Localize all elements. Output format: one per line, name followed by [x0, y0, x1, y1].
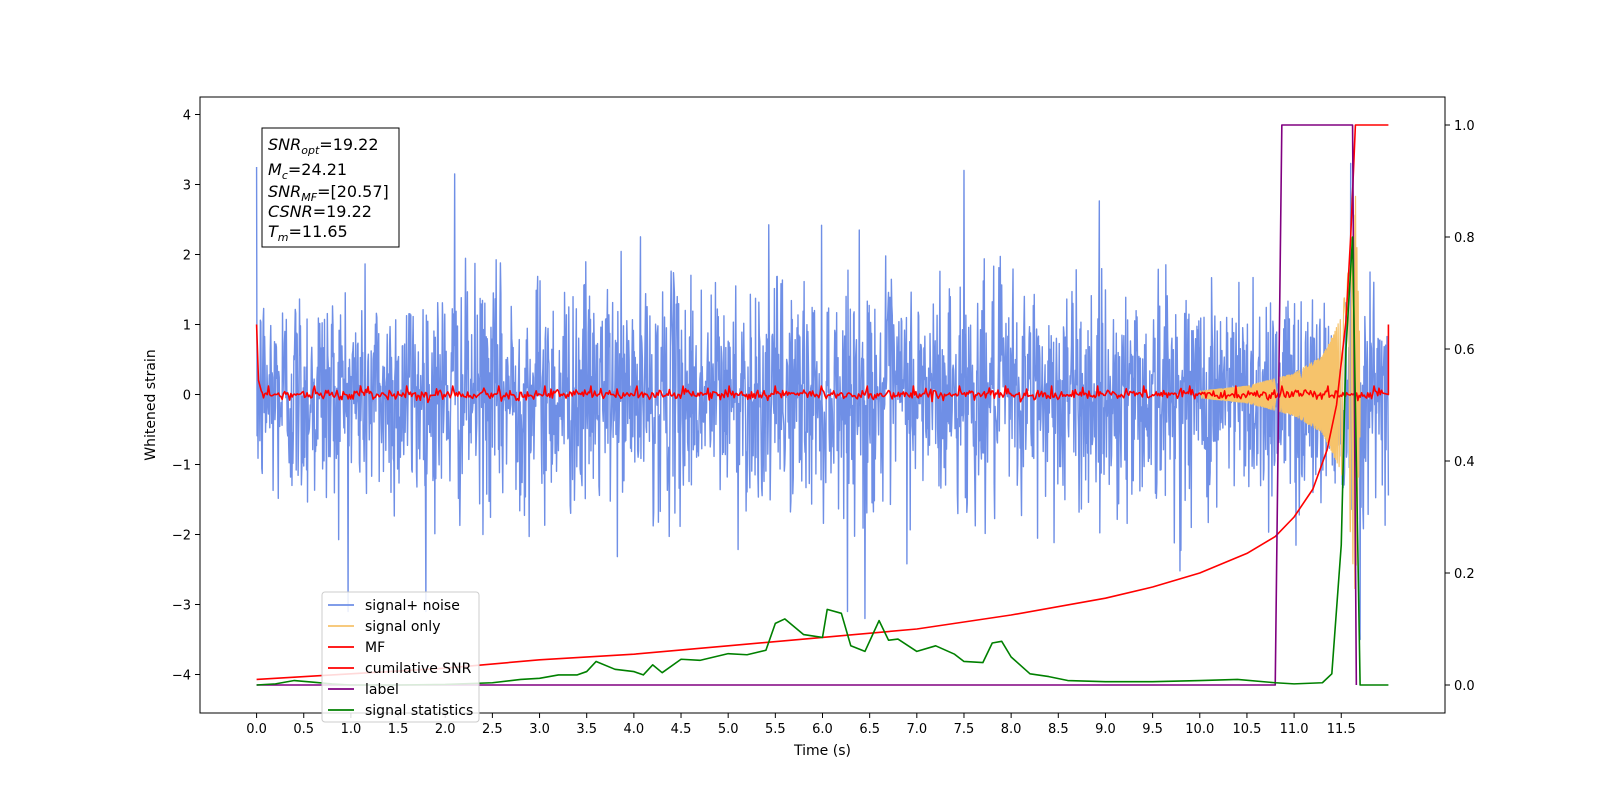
y2-tick-label: 0.0	[1454, 679, 1475, 694]
snr-mf-subscript: MF	[301, 191, 317, 204]
csnr-value: =19.22	[313, 202, 372, 221]
x-axis: 0.0 0.5 1.0 1.5 2.0 2.5 3.0 3.5 4.0 4.5 5.0 5.5 6.0 6…	[246, 713, 1356, 737]
x-tick-label: 5.5	[765, 722, 786, 737]
tm-value: =11.65	[289, 222, 348, 241]
tm-subscript: m	[278, 231, 289, 244]
plot-area	[255, 124, 1390, 686]
legend-entry-label: signal only	[365, 619, 440, 635]
mc-subscript: c	[282, 169, 288, 182]
y-tick-label: 4	[183, 109, 191, 124]
x-tick-label: 11.5	[1327, 722, 1356, 737]
snr-mf-value: =[20.57]	[317, 182, 389, 201]
x-tick-label: 4.5	[671, 722, 692, 737]
y-axis-right: 0.0 0.2 0.4 0.6 0.8 1.0	[1445, 119, 1475, 694]
snr-opt-value: =19.22	[319, 135, 378, 154]
x-tick-label: 1.0	[341, 722, 362, 737]
csnr-text: CSNR=19.22	[268, 202, 372, 221]
snr-opt-text: SNRopt=19.22	[268, 135, 379, 157]
legend-entry-label: MF	[365, 640, 385, 656]
y2-tick-label: 0.8	[1454, 231, 1475, 246]
x-tick-label: 10.5	[1232, 722, 1261, 737]
x-tick-label: 8.0	[1001, 722, 1022, 737]
y-axis-label: Whitened strain	[143, 349, 159, 460]
y2-tick-label: 1.0	[1454, 119, 1475, 134]
annotation-box: SNRopt=19.22 Mc=24.21 SNRMF=[20.57] CSNR…	[261, 127, 400, 248]
x-tick-label: 10.0	[1185, 722, 1214, 737]
x-tick-label: 7.0	[906, 722, 927, 737]
tm-text: Tm=11.65	[268, 222, 348, 244]
x-tick-label: 9.5	[1142, 722, 1163, 737]
series-mf-line	[255, 324, 1390, 404]
legend: signal+ noise signal only MF cumilative SNR…	[321, 591, 480, 723]
mc-label: M	[268, 160, 282, 179]
y-tick-label: 0	[183, 389, 191, 404]
legend-entry-label: label	[365, 682, 399, 698]
snr-opt-subscript: opt	[301, 144, 320, 157]
x-tick-label: 3.0	[529, 722, 550, 737]
y2-tick-label: 0.4	[1454, 455, 1475, 470]
x-tick-label: 0.0	[246, 722, 267, 737]
y2-tick-label: 0.2	[1454, 567, 1475, 582]
y-tick-label: 2	[183, 249, 191, 264]
snr-mf-text: SNRMF=[20.57]	[268, 182, 389, 204]
snr-mf-label: SNR	[268, 182, 301, 201]
y-tick-label: 3	[183, 179, 191, 194]
x-tick-label: 4.0	[624, 722, 645, 737]
annotation-box-frame	[261, 127, 400, 248]
x-tick-label: 3.5	[576, 722, 597, 737]
x-tick-label: 2.5	[482, 722, 503, 737]
x-tick-label: 7.5	[954, 722, 975, 737]
tm-label: T	[268, 222, 279, 241]
y-tick-label: −1	[172, 459, 191, 474]
snr-opt-label: SNR	[268, 135, 301, 154]
series-signal-statistics-line	[256, 236, 1389, 686]
y-tick-label: 1	[183, 319, 191, 334]
x-axis-label: Time (s)	[793, 743, 851, 759]
legend-entry-label: signal statistics	[365, 703, 473, 719]
x-tick-label: 9.0	[1095, 722, 1116, 737]
y-axis-left: −4 −3 −2 −1 0 1 2 3 4	[172, 109, 200, 684]
x-tick-label: 6.0	[812, 722, 833, 737]
x-tick-label: 5.0	[718, 722, 739, 737]
x-tick-label: 2.0	[435, 722, 456, 737]
legend-frame	[321, 591, 480, 723]
x-tick-label: 8.5	[1048, 722, 1069, 737]
series-cumulative-snr-line	[256, 124, 1389, 681]
x-tick-label: 6.5	[859, 722, 880, 737]
legend-entry-label: cumilative SNR	[365, 661, 472, 677]
y-tick-label: −4	[172, 669, 191, 684]
y-tick-label: −3	[172, 599, 191, 614]
series-signal-noise-line	[255, 162, 1390, 641]
y-tick-label: −2	[172, 529, 191, 544]
legend-entry-label: signal+ noise	[365, 598, 460, 614]
mc-value: =24.21	[288, 160, 347, 179]
x-tick-label: 1.5	[388, 722, 409, 737]
x-tick-label: 11.0	[1280, 722, 1309, 737]
csnr-label: CSNR	[268, 202, 313, 221]
y2-tick-label: 0.6	[1454, 343, 1475, 358]
x-tick-label: 0.5	[293, 722, 314, 737]
mc-text: Mc=24.21	[268, 160, 347, 182]
